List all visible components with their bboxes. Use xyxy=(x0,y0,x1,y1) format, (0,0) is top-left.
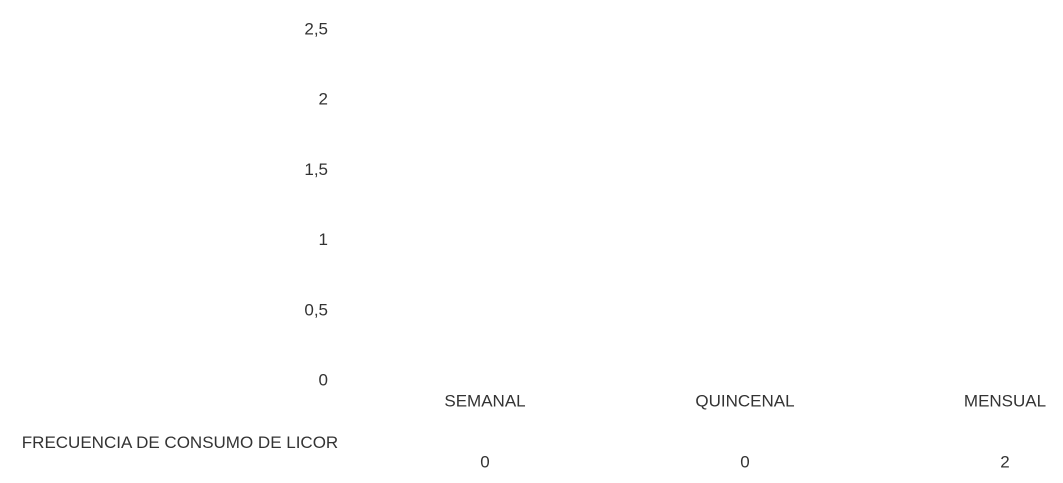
data-table-value: 0 xyxy=(740,452,749,471)
data-table-series-name: FRECUENCIA DE CONSUMO DE LICOR xyxy=(21,433,339,452)
x-tick-label: SEMANAL xyxy=(444,391,525,410)
y-tick-label: 2,5 xyxy=(304,19,328,38)
bar xyxy=(953,100,1057,381)
y-tick-label: 0,5 xyxy=(304,300,328,319)
y-tick-label: 1,5 xyxy=(304,160,328,179)
y-tick-label: 2 xyxy=(319,90,328,109)
x-tick-label: QUINCENAL xyxy=(695,391,794,410)
data-table-value: 0 xyxy=(480,452,489,471)
x-tick-label: MENSUAL xyxy=(964,391,1046,410)
y-tick-label: 0 xyxy=(319,370,328,389)
data-table-value: 2 xyxy=(1000,452,1009,471)
y-tick-label: 1 xyxy=(319,230,328,249)
